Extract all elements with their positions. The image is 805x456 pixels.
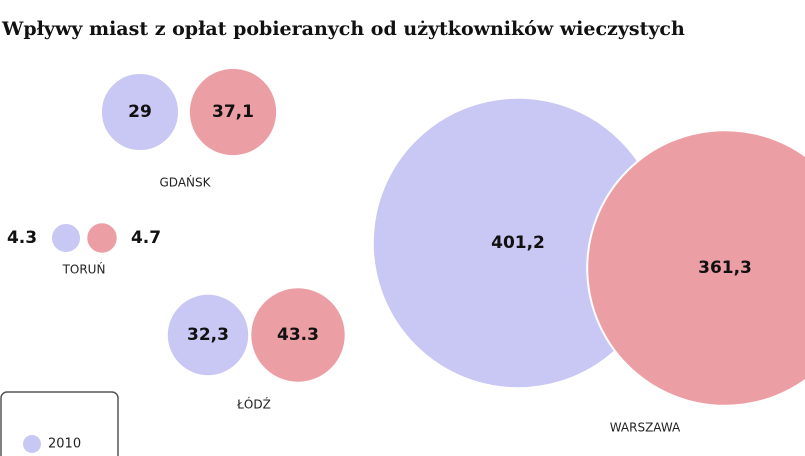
legend-swatch [23,435,41,453]
legend-label: 2010 [48,437,81,452]
bubble [49,221,83,255]
value-label: 401,2 [491,233,545,253]
bubble [99,71,181,153]
bubble [249,286,347,384]
city-label: GDAŃSK [160,175,212,190]
bubble [586,129,805,407]
city-label: ŁÓDŹ [236,397,271,412]
value-label: 4.7 [131,228,161,248]
chart-title: Wpływy miast z opłat pobieranych od użyt… [1,18,685,40]
value-label: 4.3 [7,228,37,248]
value-label: 29 [128,102,152,122]
city-label: WARSZAWA [610,421,681,435]
bubble [165,292,251,378]
value-label: 361,3 [698,258,752,278]
bubble [187,66,279,158]
city-label: TORUŃ [62,262,106,277]
value-label: 32,3 [187,325,229,345]
value-label: 37,1 [212,102,254,122]
bubble [85,221,119,255]
value-label: 43.3 [277,325,319,345]
